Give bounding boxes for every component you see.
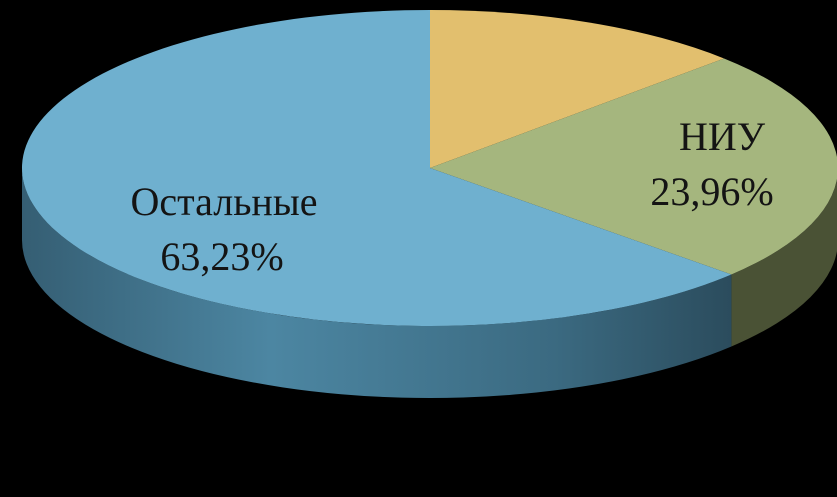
pie-slice-1 xyxy=(430,58,837,275)
pie-side-1-0 xyxy=(731,178,837,347)
pie-top-faces xyxy=(21,10,837,327)
pie-side-2-0 xyxy=(22,168,732,398)
slice-value-nii: 23,96% xyxy=(650,169,773,214)
pie-slice-2 xyxy=(21,10,732,327)
pie-side-walls xyxy=(22,168,837,398)
slice-label-others: Остальные xyxy=(131,179,318,224)
slice-label-nii: НИУ xyxy=(679,114,766,159)
pie-labels: НИУ 23,96% Остальные 63,23% xyxy=(131,114,774,279)
pie-slice-0 xyxy=(430,10,725,168)
slice-value-others: 63,23% xyxy=(160,234,283,279)
